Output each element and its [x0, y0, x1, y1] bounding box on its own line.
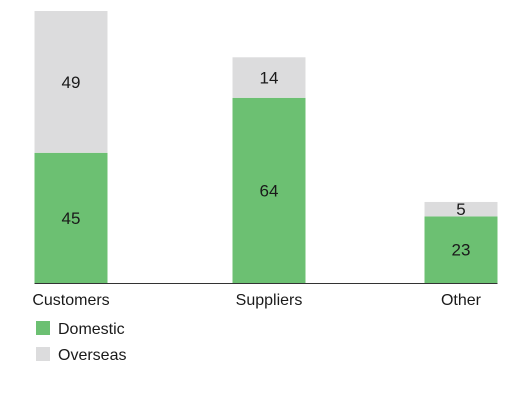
- bar-other-domestic: [424, 216, 498, 283]
- x-tick-label-customers: Customers: [32, 292, 109, 309]
- data-label-suppliers-overseas: 14: [260, 69, 279, 88]
- x-tick-label-other: Other: [441, 292, 482, 309]
- data-label-customers-domestic: 45: [62, 209, 81, 228]
- data-label-customers-overseas: 49: [62, 73, 81, 92]
- bar-customers-domestic: [34, 152, 108, 283]
- data-label-suppliers-domestic: 64: [260, 181, 279, 200]
- legend-label-domestic: Domestic: [58, 321, 125, 338]
- bar-customers-overseas: [34, 11, 108, 153]
- legend-swatch-overseas: [36, 347, 50, 361]
- bar-suppliers-domestic: [232, 97, 306, 284]
- legend-label-overseas: Overseas: [58, 347, 126, 364]
- data-label-other-domestic: 23: [452, 241, 471, 260]
- x-tick-label-suppliers: Suppliers: [236, 292, 303, 309]
- legend-swatch-domestic: [36, 321, 50, 335]
- bar-suppliers-overseas: [232, 57, 306, 98]
- bar-other-overseas: [424, 201, 498, 217]
- data-label-other-overseas: 5: [456, 200, 465, 219]
